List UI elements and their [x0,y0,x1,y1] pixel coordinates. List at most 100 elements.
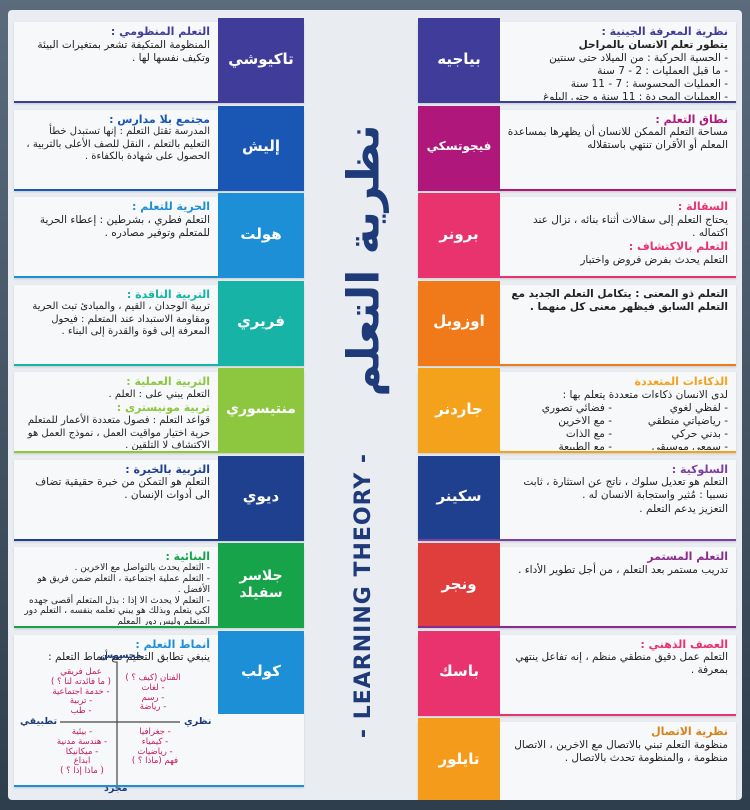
english-title-text: - LEARNING THEORY - [351,452,377,738]
right-desc-column: - لفظي لغوي - رياضياتي منطقي - بدني حركي - … [622,402,728,450]
right-desc-item: - فضائي تصوري [541,401,612,414]
right-desc-line: التعلم بالاكتشاف : [628,240,728,253]
right-desc-line: الذكاءات المتعددة [634,375,728,388]
kolb-axes [60,662,180,785]
kolb-quadrant-top-right: الفنان (كيف ؟ ) - لغات - رسم - رياضة [122,673,184,713]
left-theorist-tab: فريري [218,280,304,364]
right-desc-line: مساحة التعلم الممكن للانسان أن يظهرها بم… [507,126,728,152]
kolb-quadrant-item: - رسم [141,692,165,703]
right-desc-line: التعزيز يدعم التعلم . [639,502,728,515]
kolb-quadrant-top-left: عمل فريقي( ما فائدته لنا ؟ ) - خدمة اجتما… [48,667,114,717]
left-theory-description: أنماط التعلم : ينبغي تطابق التعليم مع أنم… [22,638,210,674]
kolb-quadrant-item: - بيئية [71,727,93,737]
kolb-quadrant-bottom-left: - بيئية - هندسة مدنية - ميكانيكا ابداع( ماذ… [50,727,114,777]
left-desc-line: مجتمع بلا مدارس : [109,112,210,126]
left-theorist-tab: ديوي [218,455,304,539]
arabic-title-text: نظرية التعلم [338,123,390,397]
left-desc-line: - التعلم لا يحدث الا إذا : بذل المتعلم أ… [24,595,210,625]
left-theory-description: التعلم المنظومي : المنظومة المتكيفة تشعر … [22,25,210,100]
left-desc-line: التربية الناقدة : [126,287,210,301]
left-theorist-tab: كولب [218,630,304,714]
left-desc-line: تربية مونيسترى : [116,401,210,415]
right-desc-line: لدى الانسان ذكاءات متعددة يتعلم بها : [562,388,728,401]
kolb-quadrant-item: - رياضيات [137,746,173,757]
center-title-column [305,10,423,800]
kolb-quadrant-item: - ميكانيكا [65,746,99,757]
right-theorist-tab: ونجر [418,543,500,626]
kolb-quadrant-item: فهم (ماذا ؟ ) [131,756,179,767]
right-theory-description: الذكاءات المتعددة لدى الانسان ذكاءات متعد… [506,375,728,450]
left-theorist-tab: منتيسوري [218,368,304,451]
kolb-quadrant-item: ( ماذا إذا ؟ ) [60,766,104,777]
right-theory-description: نظرية الاتصال منظومة التعلم تبني بالاتصال… [506,725,728,800]
right-theorist-tab: سكينر [418,455,500,539]
kolb-right-label: نظري [184,716,212,727]
kolb-quadrant-item: - جغرافيا [139,727,171,737]
left-theory-description: التربية الناقدة : تربية الوجدان ، القيم ،… [22,288,210,363]
left-desc-line: - التعلم عملية اجتماعية ، التعلم ضمن فري… [37,573,210,595]
right-desc-line: - الحسية الحركية : من الميلاد حتى سنتين [549,51,728,64]
left-desc-line: التربية العملية : [126,375,210,388]
left-theory-description: التربية العملية : التعلم يبني على : العلم… [22,375,210,450]
left-theory-description: البنائية :- التعلم يحدث بالتواصل مع الاخ… [22,550,210,625]
right-desc-line: التعلم ذو المعنى : يتكامل التعلم الجديد … [511,287,728,313]
left-desc-line: التعلم يبني على : العلم . [108,388,210,400]
english-title: - LEARNING THEORY - [308,400,420,790]
right-theory-description: العصف الذهني : التعلم عمل دقيق منطقي منظم… [506,638,728,713]
kolb-quadrant-item: - تربية [69,696,93,707]
arabic-title: نظرية التعلم [308,124,420,396]
right-desc-line: العصف الذهني : [640,637,728,651]
kolb-bottom-label: مجرد [104,783,128,794]
kolb-left-label: تطبيقي [20,716,58,727]
right-theorist-tab: جاردنر [418,368,500,451]
left-desc-line: تربية الوجدان ، القيم ، والمبادئ تبث الح… [32,301,210,338]
right-desc-line: السلوكية : [671,462,728,476]
right-desc-item: - لفظي لغوي [669,401,728,414]
kolb-quadrant-item: - كيمياء [141,736,169,747]
left-theory-description: الحرية للتعلم : التعلم فطري ، بشرطين : إع… [22,200,210,275]
kolb-quadrant-item: - هندسة مدنية [56,736,108,747]
left-desc-line: المنظومة المتكيفة تشعر بمتغيرات البيئة و… [37,38,210,64]
right-theorist-tab: برونر [418,193,500,276]
right-desc-item: - سمعي موسيقي [651,441,728,450]
right-desc-item: - رياضياتي منطقي [647,415,728,427]
right-theory-description: السلوكية : التعلم هو تعديل سلوك ، ناتج عن… [506,463,728,538]
right-desc-line: - ما قبل العمليات : 2 - 7 سنة [597,65,728,77]
right-theorist-tab: بياجيه [418,18,500,101]
right-desc-line: التعلم يحدث بفرض فروض واختبار [580,253,728,266]
right-desc-line: نظرية الاتصال [651,725,728,738]
right-theorist-tab: باسك [418,630,500,714]
left-desc-line: التعلم المنظومي : [110,25,210,38]
right-desc-line: التعلم عمل دقيق منطقي منظم ، إنه تفاعل ي… [515,651,728,677]
right-desc-line: نظرية المعرفة الجينية : [601,25,728,38]
right-theory-description: التعلم ذو المعنى : يتكامل التعلم الجديد … [506,288,728,363]
kolb-quadrant-item: ابداع [73,756,91,767]
kolb-quadrant-bottom-right: - جغرافيا - كيمياء - رياضيات فهم (ماذا ؟ ) [124,727,186,767]
right-desc-line: التعلم المستمر [647,550,728,563]
kolb-quadrant-item: ( ما فائدته لنا ؟ ) [51,676,111,687]
left-desc-line: التربية بالخبرة : [125,462,210,476]
right-theorist-tab: اوزوبل [418,280,500,364]
left-theorist-tab: هولت [218,193,304,276]
kolb-top-label: محسوس [100,650,142,661]
right-desc-item: - مع الاخرين [558,415,612,427]
left-theory-description: التربية بالخبرة : التعلم هو التمكن من خبر… [22,463,210,538]
left-theorist-tab: إليش [218,105,304,189]
right-desc-line: - العمليات المجردة : 11 سنة و حتى البلوغ [543,91,728,100]
right-theorist-tab: فيجوتسكي [418,105,500,189]
right-desc-line: التعلم هو تعديل سلوك ، ناتج عن استثارة ،… [523,476,728,502]
left-theory-description: مجتمع بلا مدارس : المدرسة تقتل التعلم : إ… [22,113,210,188]
kolb-quadrant-item: عمل فريقي [60,667,102,677]
right-theorist-tab: تايلور [418,718,500,800]
kolb-learning-styles-diagram: محسوس مجرد تطبيقي نظري عمل فريقي( ما فائ… [20,650,215,795]
kolb-quadrant-item: - طب [70,706,92,717]
right-desc-item: - مع الذات [565,428,612,441]
right-theory-description: نظرية المعرفة الجينية : يتطور تعلم الانسا… [506,25,728,100]
left-desc-line: البنائية : [165,550,210,563]
right-theory-description: نطاق التعلم : مساحة التعلم الممكن للانسان… [506,113,728,188]
right-desc-line: نطاق التعلم : [655,112,728,126]
infographic-page: نظرية التعلم - LEARNING THEORY - بياجيه ن… [8,10,742,800]
right-desc-line: - العمليات المحسوسة : 7 - 11 سنة [570,78,728,91]
right-desc-item: - مع الطبيعة [558,441,612,450]
left-desc-line: التعلم هو التمكن من خبرة حقيقية تضاف الى… [35,476,210,502]
